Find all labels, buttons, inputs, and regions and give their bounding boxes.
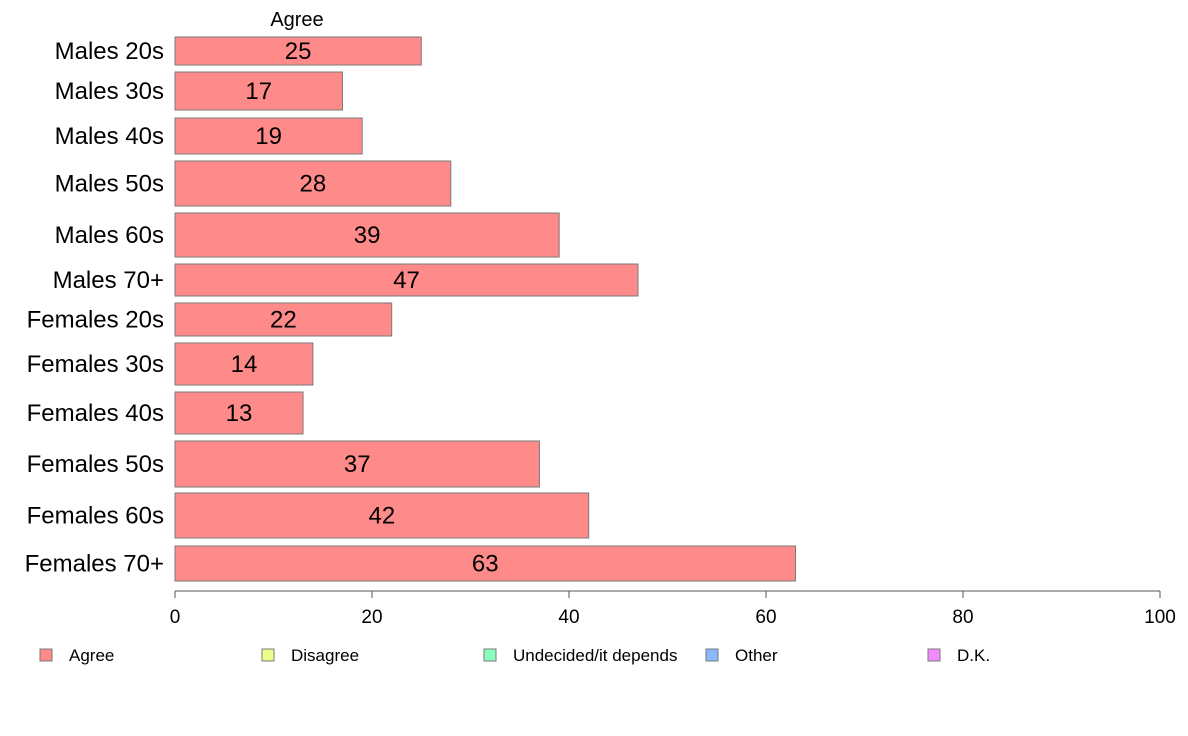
value-label: 28 [300,171,327,198]
category-label: Females 20s [27,307,164,334]
value-label: 42 [368,503,395,530]
legend-swatch [483,648,497,662]
value-label: 63 [472,551,499,578]
x-tick-label: 80 [952,607,973,628]
category-label: Males 70+ [53,267,164,294]
bar-males-60s [174,212,560,258]
x-tick-label: 40 [558,607,579,628]
legend-swatch [705,648,719,662]
legend-swatch [39,648,53,662]
bar-females-70- [174,545,797,582]
bar-males-50s [174,160,452,207]
x-axis: 0 20 40 60 80 100 [170,590,1176,628]
column-title: Agree [270,9,323,31]
category-label: Males 20s [55,38,164,65]
legend-label: Agree [69,646,114,665]
legend-swatch [927,648,941,662]
category-label: Males 30s [55,78,164,105]
bar-females-40s [174,391,304,435]
bar-females-20s [174,302,393,337]
x-tick-label: 100 [1144,607,1176,628]
bar-males-70- [174,263,639,297]
x-tick-label: 20 [361,607,382,628]
bar-females-60s [174,492,590,539]
bar-females-50s [174,440,540,488]
category-label: Males 60s [55,222,164,249]
category-label: Females 50s [27,451,164,478]
x-tick-label: 0 [170,607,181,628]
category-label: Males 50s [55,171,164,198]
legend-swatch [261,648,275,662]
bar-females-30s [174,342,314,386]
value-label: 39 [354,222,381,249]
category-label: Females 40s [27,400,164,427]
value-label: 47 [393,267,420,294]
category-label: Females 30s [27,351,164,378]
legend: Agree Disagree Undecided/it depends Other D.… [39,646,990,665]
value-label: 14 [231,351,258,378]
category-label: Females 70+ [25,551,164,578]
category-label: Females 60s [27,503,164,530]
bar-males-30s [174,71,343,111]
bar-males-40s [174,117,363,155]
bar-males-20s [174,36,422,66]
value-label: 37 [344,451,371,478]
value-label: 17 [245,78,272,105]
legend-label: Disagree [291,646,359,665]
value-label: 25 [285,38,312,65]
value-label: 22 [270,307,297,334]
legend-label: D.K. [957,646,990,665]
value-label: 13 [226,400,253,427]
legend-label: Other [735,646,778,665]
bars-group: Males 20s 25 Males 30s 17 Males 40s 19 Males 5… [25,36,797,582]
x-tick-label: 60 [755,607,776,628]
value-label: 19 [255,123,282,150]
legend-label: Undecided/it depends [513,646,677,665]
category-label: Males 40s [55,123,164,150]
